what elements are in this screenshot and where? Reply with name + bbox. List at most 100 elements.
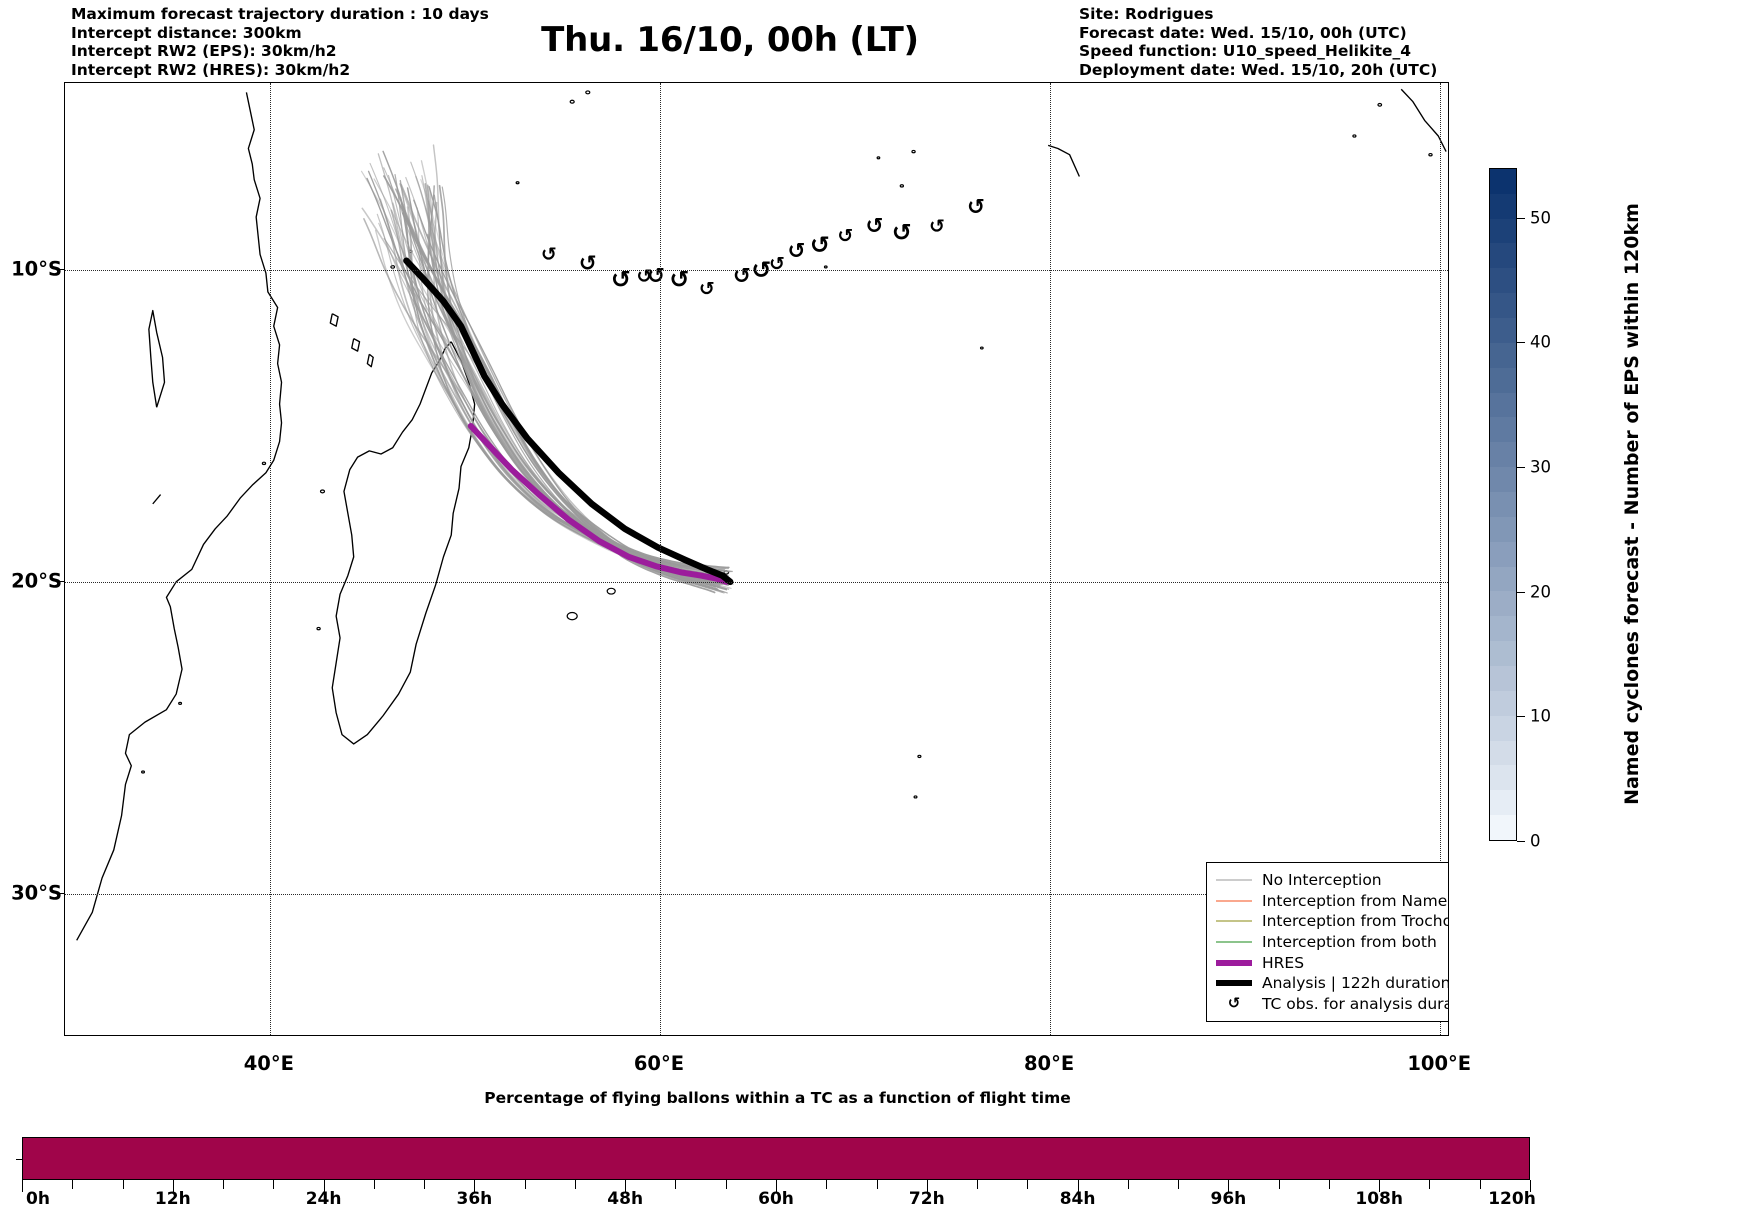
island-outline [899, 184, 905, 188]
coastline [366, 353, 374, 368]
legend-tc-obs-icon: ↺ [1227, 994, 1241, 1013]
island-outline [178, 701, 183, 706]
lon-tick-1: 60°E [633, 1052, 685, 1075]
island-outline [913, 795, 918, 799]
tc-obs-icon: ↺ [810, 231, 830, 259]
time-minor-tick [223, 1180, 225, 1189]
time-minor-tick [1429, 1180, 1431, 1189]
time-minor-tick [1278, 1180, 1280, 1189]
tc-obs-icon: ↺ [769, 253, 785, 275]
forecast-settings-block: Maximum forecast trajectory duration : 1… [71, 5, 489, 79]
tc-obs-icon: ↺ [892, 219, 912, 247]
colorbar-segment [1490, 442, 1516, 468]
colorbar-segment [1490, 790, 1516, 816]
colorbar-segment [1490, 243, 1516, 269]
coastline [329, 313, 339, 327]
tc-obs-icon: ↺ [611, 265, 631, 293]
time-tick-label-10: 120h [1488, 1189, 1536, 1209]
island-outline [319, 489, 326, 494]
lat-tick-mark [58, 580, 64, 582]
time-minor-tick [876, 1180, 878, 1189]
tc-obs-icon: ↺ [669, 265, 689, 293]
lon-tick-0: 40°E [243, 1052, 294, 1075]
tc-obs-icon: ↺ [579, 251, 597, 276]
gridline-lon [1440, 83, 1442, 1035]
tc-obs-icon: ↺ [837, 225, 853, 247]
legend-item-6: ↺ TC obs. for analysis duration [1216, 994, 1448, 1015]
legend-item-5: Analysis | 122h duration [1216, 973, 1448, 994]
time-tick-label-3: 36h [456, 1189, 493, 1209]
meta-speed-function: Speed function: U10_speed_Helikite_4 [1079, 42, 1412, 61]
legend-label: TC obs. for analysis duration [1262, 994, 1448, 1013]
tc-obs-icon: ↺ [733, 264, 751, 289]
page-title: Thu. 16/10, 00h (LT) [541, 20, 919, 60]
colorbar-tick-label-3: 30 [1530, 457, 1551, 477]
time-tick-label-2: 24h [305, 1189, 342, 1209]
colorbar-segment [1490, 541, 1516, 567]
legend-label: Interception from both [1262, 933, 1437, 952]
time-major-tick [323, 1180, 325, 1192]
percentage-bar[interactable] [22, 1137, 1530, 1180]
gridline-lat [65, 581, 1448, 583]
time-major-tick [1077, 1180, 1079, 1192]
time-major-tick [1228, 1180, 1230, 1192]
island-outline [1428, 152, 1433, 157]
legend-item-0: No Interception [1216, 870, 1448, 891]
colorbar-segment [1490, 516, 1516, 542]
colorbar-title: Named cyclones forecast - Number of EPS … [1621, 203, 1643, 805]
colorbar-segment [1490, 715, 1516, 741]
setting-intercept-rw2-hres: Intercept RW2 (HRES): 30km/h2 [71, 60, 351, 79]
legend-label: HRES [1262, 953, 1305, 972]
island-outline [917, 754, 922, 759]
coastline [152, 494, 162, 505]
time-minor-tick [1178, 1180, 1180, 1189]
time-tick-label-1: 12h [154, 1189, 191, 1209]
time-minor-tick [373, 1180, 375, 1189]
eps-track [406, 206, 721, 588]
colorbar[interactable] [1489, 168, 1517, 841]
meta-forecast-date: Forecast date: Wed. 15/10, 00h (UTC) [1079, 23, 1407, 42]
colorbar-segment [1490, 591, 1516, 617]
colorbar-tick [1517, 716, 1525, 718]
gridline-lon [1050, 83, 1052, 1035]
colorbar-tick [1517, 841, 1525, 842]
percentage-bar-ticks [22, 1180, 1531, 1192]
time-minor-tick [524, 1180, 526, 1189]
eps-track [401, 212, 730, 569]
percentage-bar-y-tick [16, 1159, 22, 1160]
percentage-bar-tick-labels: 0h 12h 24h 36h 48h 60h 72h 84h 96h 108h 120h [22, 1189, 1536, 1213]
time-tick-label-0: 0h [26, 1189, 50, 1209]
colorbar-tick [1517, 467, 1525, 469]
time-minor-tick [122, 1180, 124, 1189]
island-outline [261, 461, 267, 466]
meta-site: Site: Rodrigues [1079, 5, 1214, 23]
trajectory-map[interactable]: ↺ ↺ ↺ ↺ ↺ ↺ ↺ ↺ ↺ ↺ ↺ ↺ ↺ ↺ ↺ ↺ ↺ No Interception Interce… [64, 82, 1449, 1036]
tc-obs-icon: ↺ [699, 278, 715, 300]
lat-tick-mark [58, 892, 64, 894]
tc-obs-icon: ↺ [788, 239, 806, 264]
time-major-tick [22, 1180, 23, 1192]
lat-tick-2: 30°S [11, 881, 62, 905]
time-minor-tick [1027, 1180, 1029, 1189]
time-major-tick [1530, 1180, 1531, 1192]
island-outline [979, 346, 984, 350]
time-minor-tick [977, 1180, 979, 1189]
lat-tick-1: 20°S [11, 569, 62, 593]
setting-intercept-distance: Intercept distance: 300km [71, 23, 302, 42]
gridline-lon [659, 83, 661, 1035]
colorbar-segment [1490, 641, 1516, 666]
colorbar-segment [1490, 268, 1516, 294]
analysis-track [403, 257, 734, 586]
colorbar-segment [1490, 467, 1516, 492]
time-major-tick [1379, 1180, 1381, 1192]
percentage-bar-fill [23, 1138, 1529, 1179]
colorbar-segment [1490, 218, 1516, 244]
colorbar-segment [1490, 740, 1516, 766]
tc-obs-icon: ↺ [929, 215, 945, 237]
island-outline [141, 770, 146, 774]
island-outline [585, 90, 591, 95]
legend-item-3: Interception from both [1216, 932, 1448, 953]
island-outline [515, 181, 520, 185]
